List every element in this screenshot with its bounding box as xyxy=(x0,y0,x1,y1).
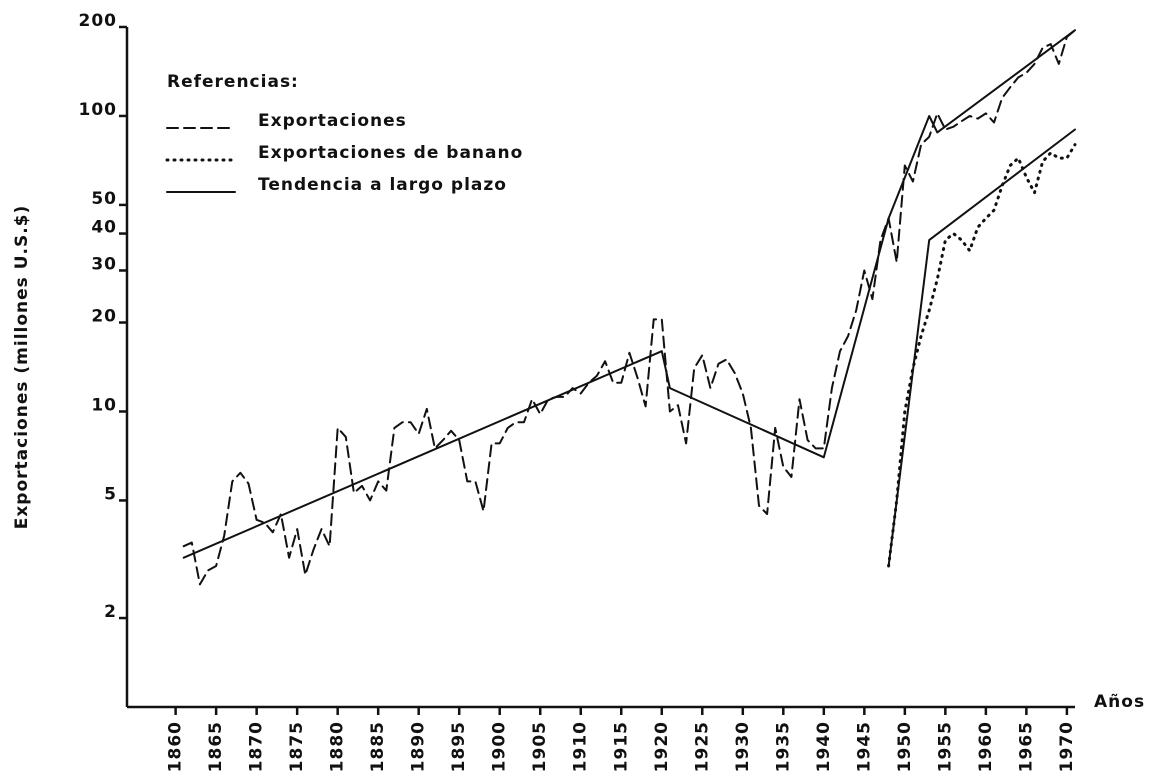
legend-label: Tendencia a largo plazo xyxy=(258,175,507,195)
y-tick-label: 2 xyxy=(104,602,117,622)
x-tick-label: 1890 xyxy=(409,721,429,772)
series-line xyxy=(182,29,1076,559)
x-tick-label: 1965 xyxy=(1016,721,1036,772)
x-tick-label: 1925 xyxy=(692,721,712,772)
y-tick-label: 30 xyxy=(91,254,117,274)
x-tick-label: 1950 xyxy=(895,721,915,772)
series-line xyxy=(887,143,1077,568)
x-tick-label: 1875 xyxy=(287,721,307,772)
x-tick-label: 1910 xyxy=(571,721,591,772)
x-tick-label: 1870 xyxy=(247,721,267,772)
legend-label: Exportaciones xyxy=(258,111,407,131)
x-tick-label: 1905 xyxy=(530,721,550,772)
x-tick-label: 1920 xyxy=(652,721,672,772)
x-tick-label: 1900 xyxy=(490,721,510,772)
y-tick-label: 50 xyxy=(91,189,117,209)
series-line xyxy=(182,29,1076,586)
x-tick-label: 1945 xyxy=(854,721,874,772)
x-tick-label: 1935 xyxy=(773,721,793,772)
x-tick-label: 1955 xyxy=(935,721,955,772)
x-tick-label: 1930 xyxy=(733,721,753,772)
y-tick-label: 5 xyxy=(104,484,117,504)
x-tick-label: 1885 xyxy=(368,721,388,772)
y-tick-label: 10 xyxy=(91,395,117,415)
legend-label: Exportaciones de banano xyxy=(258,143,523,163)
x-tick-label: 1915 xyxy=(611,721,631,772)
x-tick-label: 1865 xyxy=(206,721,226,772)
x-tick-label: 1880 xyxy=(328,721,348,772)
y-axis-label: Exportaciones (millones U.S.$) xyxy=(12,205,32,530)
legend-title: Referencias: xyxy=(167,72,299,92)
y-tick-label: 200 xyxy=(79,11,118,31)
x-tick-label: 1860 xyxy=(166,721,186,772)
y-tick-label: 40 xyxy=(91,218,117,238)
series-line xyxy=(887,128,1076,567)
y-tick-label: 20 xyxy=(91,307,117,327)
x-tick-label: 1970 xyxy=(1057,721,1077,772)
x-tick-label: 1895 xyxy=(449,721,469,772)
y-tick-label: 100 xyxy=(79,100,118,120)
x-axis-label: Años xyxy=(1094,692,1145,712)
x-tick-label: 1940 xyxy=(814,721,834,772)
x-tick-label: 1960 xyxy=(976,721,996,772)
